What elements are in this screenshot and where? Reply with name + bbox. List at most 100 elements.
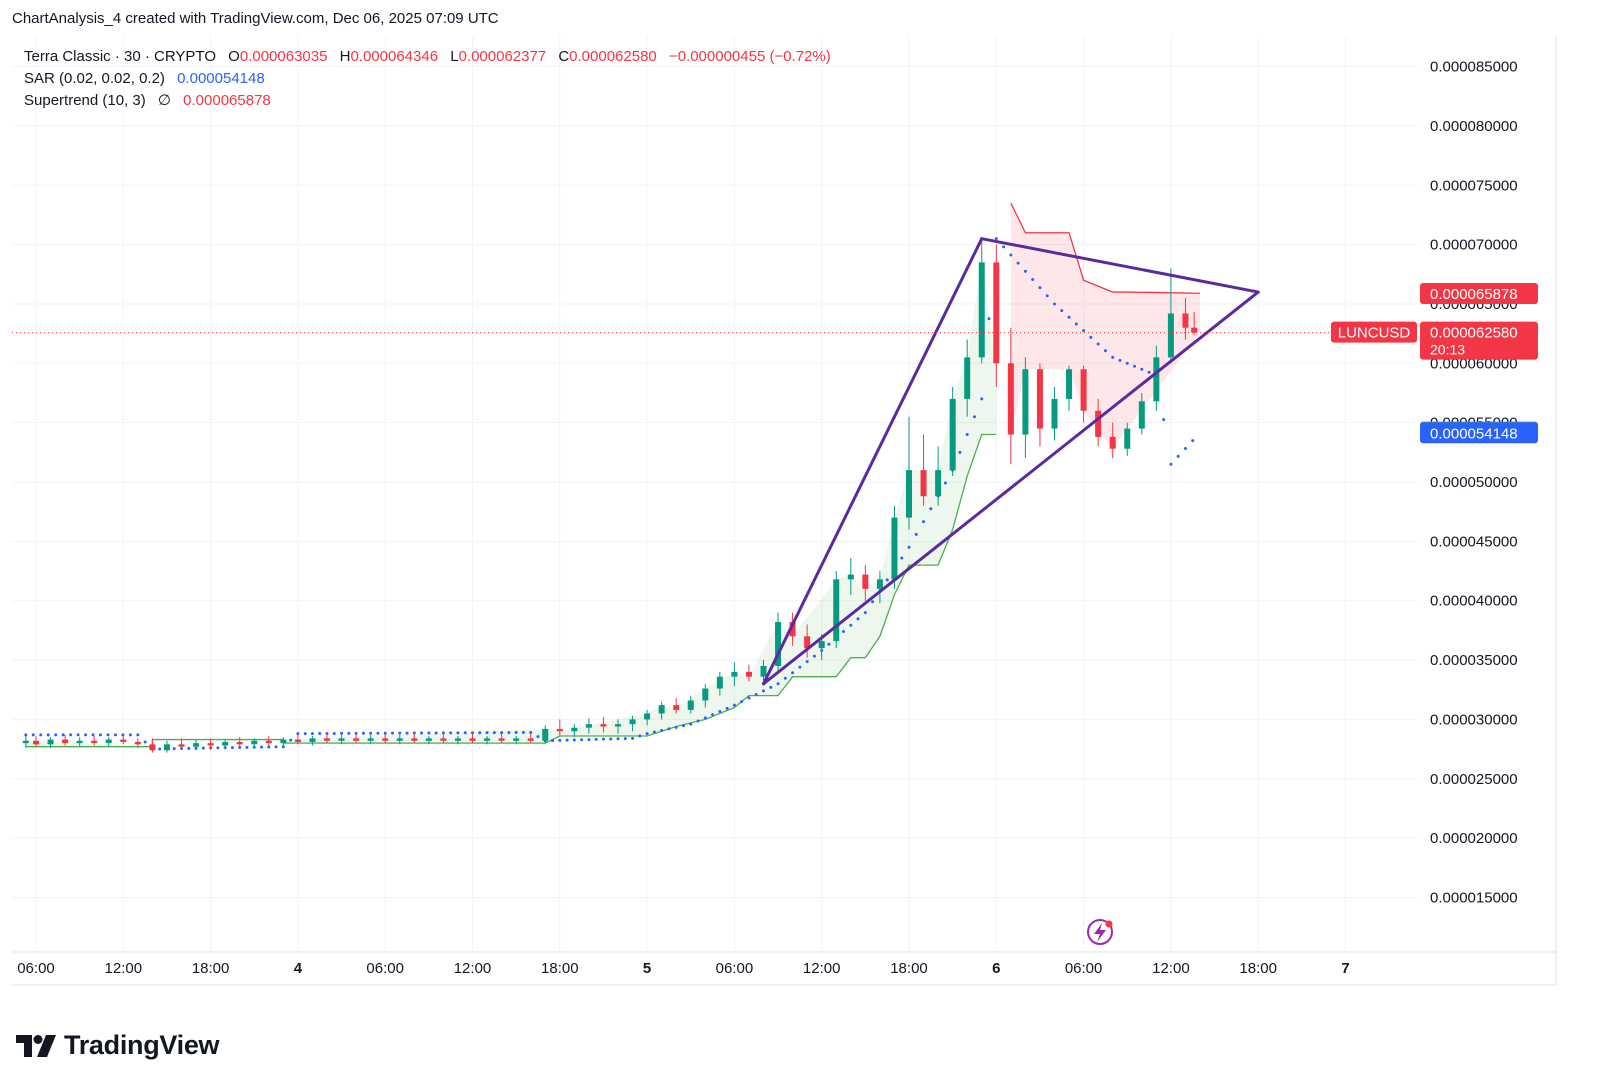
supertrend-value: 0.000065878: [183, 92, 271, 109]
candle-body: [163, 744, 170, 751]
sar-dot: [1103, 349, 1107, 353]
sar-dot: [754, 692, 758, 696]
sar-dot: [696, 719, 700, 723]
sar-dot: [478, 731, 482, 735]
candle-body: [658, 705, 665, 714]
supertrend-name: Supertrend (10, 3): [24, 92, 146, 109]
sar-dot: [747, 696, 751, 700]
time-tick-label: 06:00: [17, 960, 55, 977]
sar-dot: [565, 738, 569, 742]
price-tick-label: 0.000050000: [1430, 474, 1518, 491]
candle-body: [396, 738, 403, 741]
sar-dot: [361, 731, 365, 735]
sar-dot: [412, 731, 416, 735]
sar-dot: [1191, 439, 1195, 443]
change-value: −0.000000455 (−0.72%): [668, 48, 831, 65]
time-tick-label: 7: [1341, 960, 1349, 977]
open-label: O: [228, 48, 240, 65]
candle-body: [309, 738, 316, 742]
candle-body: [978, 262, 985, 358]
sar-dot: [594, 737, 598, 741]
sar-dot: [1140, 367, 1144, 371]
price-axis[interactable]: 0.000085000 0.000080000 0.000075000 0.00007…: [1430, 59, 1518, 907]
legend-sar-row[interactable]: SAR (0.02, 0.02, 0.2) 0.000054148: [24, 68, 831, 90]
sar-dot: [972, 415, 976, 419]
sar-dot: [638, 734, 642, 738]
sar-dot: [1031, 277, 1035, 281]
sar-dot: [536, 735, 540, 739]
time-tick-label: 5: [643, 960, 651, 977]
time-tick-label: 12:00: [454, 960, 492, 977]
sar-dot: [1147, 370, 1151, 374]
sar-dot: [994, 237, 998, 241]
sar-dot: [907, 545, 911, 549]
sar-dot: [1125, 361, 1129, 365]
sar-dot: [572, 738, 576, 742]
sar-dot: [1074, 322, 1078, 326]
sar-dot: [987, 317, 991, 321]
sar-dot: [1111, 355, 1115, 359]
candle-body: [178, 744, 185, 747]
sar-dot: [587, 738, 591, 742]
sar-dot: [347, 731, 351, 735]
candle-body: [862, 574, 869, 589]
triangle-line: [762, 237, 984, 686]
candle-body: [527, 738, 534, 741]
lightning-icon[interactable]: [1087, 919, 1113, 945]
sar-dot: [238, 745, 242, 749]
sar-dot: [128, 733, 132, 737]
last-price-badge-countdown: 20:13: [1430, 342, 1465, 358]
candles: [22, 238, 1198, 753]
candle-body: [1036, 369, 1043, 429]
sar-dot: [245, 745, 249, 749]
sar-dot: [310, 732, 314, 736]
sar-dot: [216, 746, 220, 750]
grid: [12, 36, 1418, 952]
sar-dot: [1023, 269, 1027, 273]
sar-dot: [441, 731, 445, 735]
sar-dot: [405, 731, 409, 735]
low-label: L: [450, 48, 459, 65]
price-tick-label: 0.000045000: [1430, 533, 1518, 550]
sar-dot: [929, 507, 933, 511]
sar-dot: [289, 738, 293, 742]
supertrend-badge-label: 0.000065878: [1430, 286, 1518, 303]
candle-body: [644, 713, 651, 720]
candle-body: [47, 739, 54, 745]
sar-dot: [113, 733, 117, 737]
candle-body: [847, 574, 854, 580]
time-tick-label: 12:00: [1152, 960, 1190, 977]
sar-dot: [1169, 462, 1173, 466]
sar-dot: [106, 733, 110, 737]
candle-body: [629, 719, 636, 725]
supertrend-symbol: ∅: [157, 92, 171, 109]
sar-dot: [24, 733, 28, 737]
sar-dot: [500, 731, 504, 735]
legend-symbol[interactable]: Terra Classic · 30 · CRYPTO: [24, 48, 216, 65]
attribution-text: ChartAnalysis_4 created with TradingView…: [12, 10, 499, 27]
sar-dot: [645, 732, 649, 736]
sar-dot: [39, 733, 43, 737]
price-tick-label: 0.000080000: [1430, 118, 1518, 135]
symbol-badge-label: LUNCUSD: [1338, 325, 1411, 342]
sar-dot: [449, 731, 453, 735]
sar-dot: [1038, 286, 1042, 290]
price-tick-label: 0.000075000: [1430, 177, 1518, 194]
sar-dot: [900, 556, 904, 560]
sar-dot: [31, 733, 35, 737]
candle-body: [745, 671, 752, 677]
sar-dot: [965, 433, 969, 437]
time-axis[interactable]: 06:00 12:00 18:00 4 06:00 12:00 18:00 5 06:00 12:…: [17, 960, 1349, 977]
sar-dot: [791, 671, 795, 675]
high-value: 0.000064346: [350, 48, 439, 65]
sar-dot: [943, 481, 947, 485]
candle-body: [484, 738, 491, 741]
legend-supertrend-row[interactable]: Supertrend (10, 3) ∅ 0.000065878: [24, 90, 831, 112]
sar-dot: [420, 731, 424, 735]
sar-dot: [390, 731, 394, 735]
triangle-pattern[interactable]: [762, 237, 1260, 686]
sar-dot: [551, 739, 555, 743]
tradingview-logo[interactable]: TradingView: [16, 1030, 220, 1061]
candle-body: [1124, 428, 1131, 449]
